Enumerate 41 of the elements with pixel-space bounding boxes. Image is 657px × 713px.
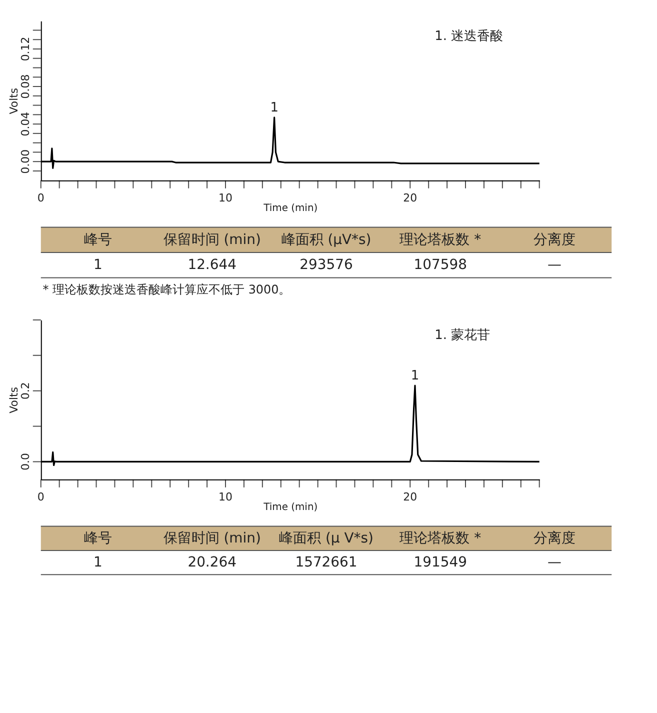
text: * 理论板数按迷迭香酸峰计算应不低于 3000。: [42, 282, 291, 296]
y-tick-label: 0.08: [18, 74, 32, 99]
y-tick-label: 0.2: [18, 382, 32, 400]
y-tick-label: 0.12: [18, 36, 32, 62]
x-tick-label: 10: [218, 490, 232, 504]
text: 20.264: [188, 554, 237, 571]
category-label: 峰面积 (μ V*s): [279, 530, 374, 546]
annotation: 1. 迷迭香酸: [434, 28, 504, 44]
annotation: 1. 蒙花苷: [434, 328, 490, 343]
y-axis-title: Volts: [7, 386, 20, 414]
x-tick-label: 0: [37, 191, 44, 204]
text: 1: [94, 554, 102, 571]
category-label: 保留时间 (min): [163, 232, 261, 248]
text: —: [548, 554, 562, 571]
category-label: 理论塔板数 *: [400, 530, 482, 546]
y-tick-label: 0.0: [18, 452, 32, 470]
annotation: 1: [410, 368, 420, 384]
category-label: 峰号: [84, 232, 112, 248]
text: 1: [94, 257, 102, 274]
category-label: 保留时间 (min): [163, 530, 261, 546]
text: 12.644: [188, 257, 237, 274]
x-tick-label: 20: [403, 191, 418, 204]
text: —: [548, 257, 562, 274]
y-axis-title: Volts: [7, 88, 20, 114]
category-label: 分离度: [534, 232, 576, 248]
x-tick-label: 20: [403, 490, 418, 504]
x-axis-title: Time (min): [262, 502, 318, 513]
text: 1572661: [295, 554, 358, 571]
annotation: 1: [270, 100, 278, 116]
text: 293576: [300, 257, 353, 274]
x-axis-title: Time (min): [262, 202, 318, 214]
x-tick-label: 10: [218, 191, 232, 204]
x-tick-label: 0: [37, 490, 44, 504]
category-label: 理论塔板数 *: [400, 232, 482, 248]
y-tick-label: 0.00: [18, 149, 32, 174]
category-label: 峰面积 (μV*s): [281, 232, 372, 248]
category-label: 峰号: [84, 530, 112, 546]
y-tick-label: 0.04: [18, 112, 32, 136]
text: 107598: [414, 257, 467, 274]
category-label: 分离度: [534, 530, 576, 546]
text: 191549: [414, 554, 467, 571]
